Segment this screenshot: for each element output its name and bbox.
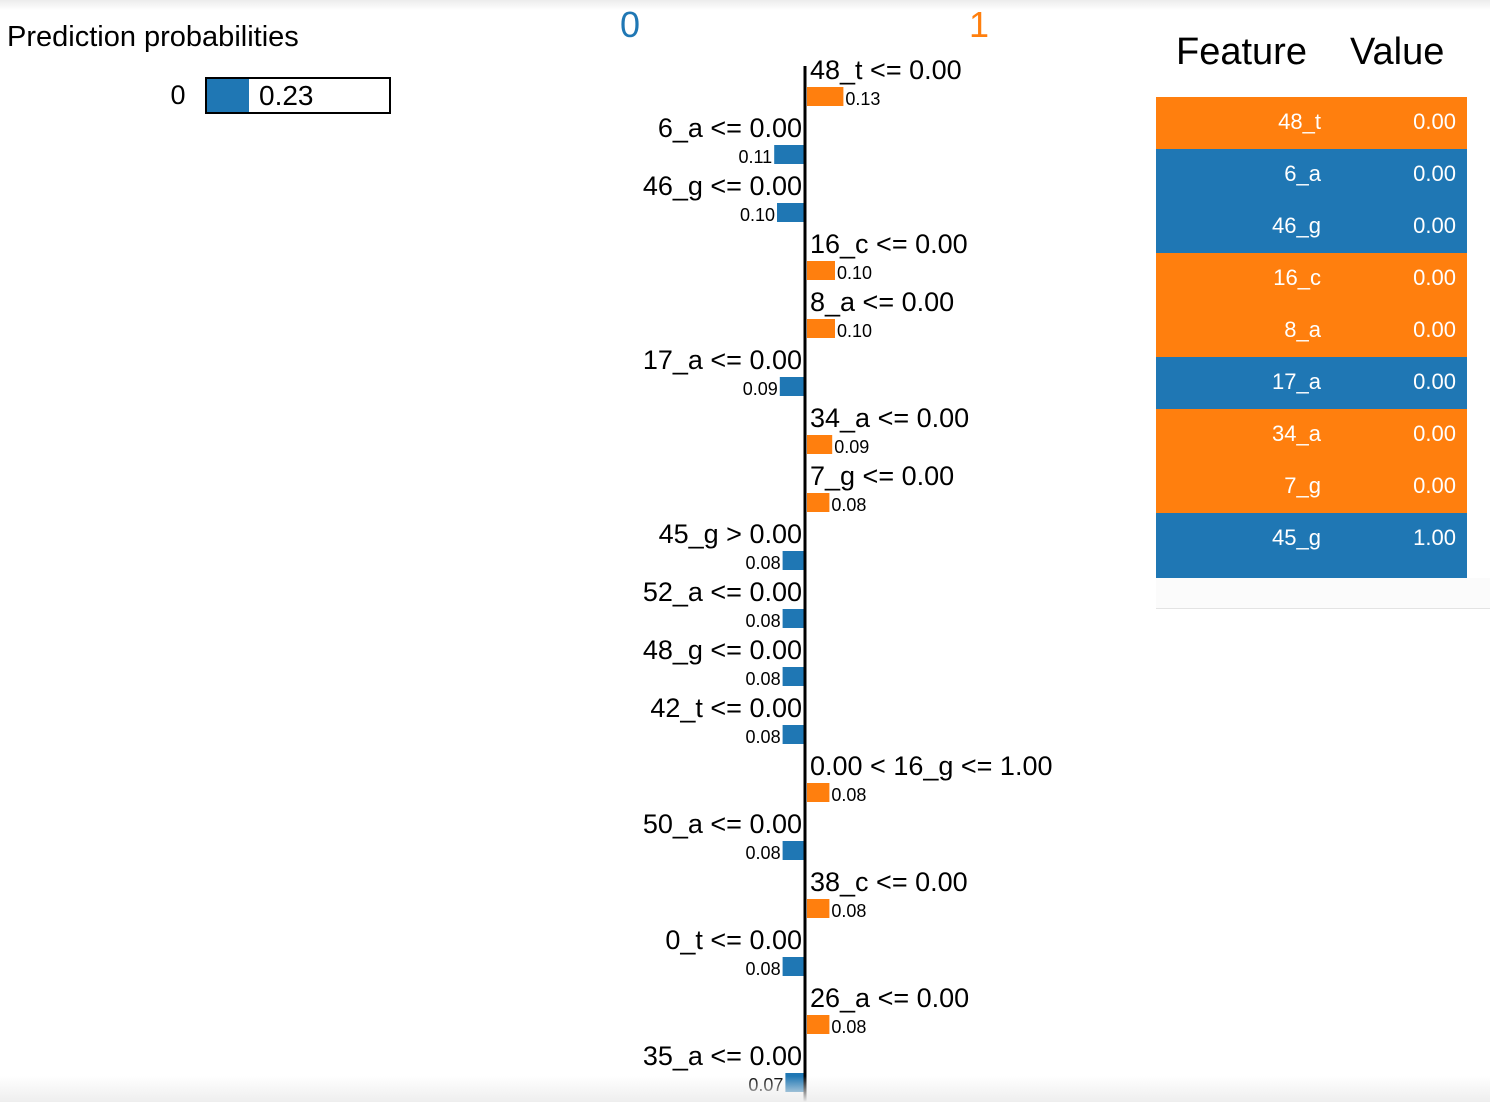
feature-weight-label: 0.11 [738,147,772,167]
feature-label: 48_g <= 0.00 [643,635,802,665]
feature-bar [807,319,835,338]
feature-bar [807,87,844,106]
feature-weight-label: 0.10 [837,321,872,341]
feature-name-cell: 8_a [1284,317,1321,342]
feature-label: 38_c <= 0.00 [810,867,968,897]
probability-row: 0 0.23 [0,77,400,114]
feature-label: 16_c <= 0.00 [810,229,968,259]
feature-label: 0.00 < 16_g <= 1.00 [810,751,1052,781]
feature-bar [807,1015,830,1034]
class-0-header: 0 [620,4,640,45]
feature-weight-label: 0.10 [740,205,775,225]
feature-bar [807,493,830,512]
feature-label: 6_a <= 0.00 [658,113,802,143]
feature-bar [807,261,835,280]
table-row: 6_a 0.00 [1156,149,1467,201]
feature-weight-label: 0.08 [831,1017,866,1037]
feature-bar [782,667,805,686]
feature-label: 34_a <= 0.00 [810,403,969,433]
feature-bar [782,551,805,570]
feature-label: 7_g <= 0.00 [810,461,954,491]
top-shade [0,0,1490,10]
feature-label: 46_g <= 0.00 [643,171,802,201]
probability-bar-frame: 0.23 [205,77,391,114]
feature-bar [777,203,805,222]
feature-label: 8_a <= 0.00 [810,287,954,317]
feature-weight-label: 0.08 [746,611,781,631]
feature-label: 50_a <= 0.00 [643,809,802,839]
feature-name-cell: 48_t [1278,109,1321,134]
feature-weight-label: 0.08 [746,553,781,573]
feature-value-cell: 0.00 [1413,213,1456,238]
feature-weight-label: 0.13 [845,89,880,109]
table-row: 16_c 0.00 [1156,253,1467,305]
table-row: 8_a 0.00 [1156,305,1467,357]
bottom-shade [0,1076,1490,1102]
feature-name-cell: 45_g [1272,525,1321,550]
feature-label: 42_t <= 0.00 [650,693,802,723]
table-scroll-area[interactable] [1156,578,1490,609]
feature-value-cell: 1.00 [1413,525,1456,550]
feature-bar [782,725,805,744]
feature-label: 35_a <= 0.00 [643,1041,802,1071]
feature-bar [779,377,805,396]
feature-label: 26_a <= 0.00 [810,983,969,1013]
feature-weight-label: 0.09 [834,437,869,457]
feature-weight-label: 0.08 [746,843,781,863]
feature-bar [782,841,805,860]
feature-name-cell: 6_a [1284,161,1321,186]
feature-value-cell: 0.00 [1413,265,1456,290]
feature-label: 17_a <= 0.00 [643,345,802,375]
feature-value-table: 48_t 0.00 6_a 0.00 46_g 0.00 16_c 0.00 8_a 0.00 17… [1156,97,1467,579]
feature-value-cell: 0.00 [1413,421,1456,446]
feature-value-cell: 0.00 [1413,109,1456,134]
feature-label: 0_t <= 0.00 [665,925,802,955]
feature-weight-label: 0.08 [831,495,866,515]
feature-weight-label: 0.08 [831,785,866,805]
prediction-probabilities-title: Prediction probabilities [7,21,299,53]
table-row-tail [1156,565,1467,579]
feature-value-cell: 0.00 [1413,473,1456,498]
class-1-header: 1 [969,4,989,45]
table-row: 7_g 0.00 [1156,461,1467,513]
feature-label: 52_a <= 0.00 [643,577,802,607]
feature-weight-label: 0.08 [746,669,781,689]
feature-name-cell: 46_g [1272,213,1321,238]
feature-bar [782,957,805,976]
feature-weight-label: 0.10 [837,263,872,283]
feature-value-cell: 0.00 [1413,317,1456,342]
probability-bar-fill [207,79,249,112]
table-row: 46_g 0.00 [1156,201,1467,253]
feature-bar [774,145,805,164]
feature-name-cell: 16_c [1273,265,1321,290]
feature-weight-label: 0.08 [746,959,781,979]
feature-name-cell: 7_g [1284,473,1321,498]
table-row: 34_a 0.00 [1156,409,1467,461]
feature-value-cell: 0.00 [1413,369,1456,394]
feature-weight-label: 0.08 [746,727,781,747]
feature-bar [807,435,833,454]
probability-value: 0.23 [259,80,314,111]
feature-value-cell: 0.00 [1413,161,1456,186]
feature-name-cell: 17_a [1272,369,1321,394]
feature-label: 48_t <= 0.00 [810,55,962,85]
feature-bar [807,783,830,802]
probability-class-label: 0 [170,80,186,110]
feature-column-header: Feature [1176,31,1307,73]
feature-contribution-chart: 0 148_t <= 0.00 0.13 6_a <= 0.00 0.11 46_g <=… [620,4,1052,1102]
value-column-header: Value [1350,31,1445,73]
feature-bar [807,899,830,918]
feature-name-cell: 34_a [1272,421,1321,446]
feature-label: 45_g > 0.00 [659,519,802,549]
feature-weight-label: 0.09 [743,379,778,399]
table-row: 48_t 0.00 [1156,97,1467,149]
feature-weight-label: 0.08 [831,901,866,921]
table-row: 45_g 1.00 [1156,513,1467,565]
table-row: 17_a 0.00 [1156,357,1467,409]
feature-bar [782,609,805,628]
